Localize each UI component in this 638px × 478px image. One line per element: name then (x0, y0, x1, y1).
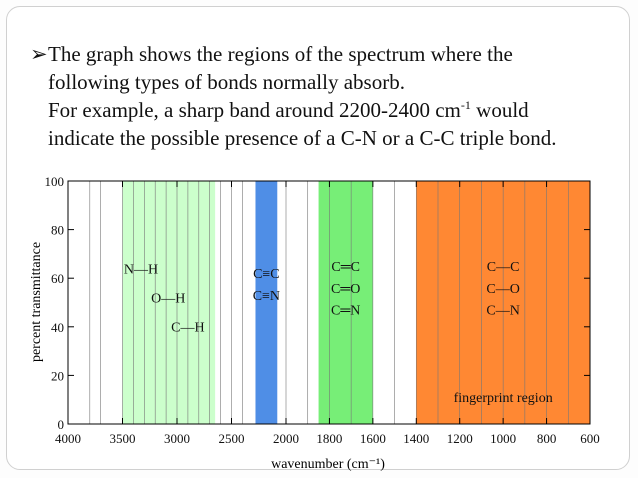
y-tick-label: 40 (51, 320, 64, 335)
y-tick-label: 80 (51, 223, 64, 238)
absorption-region-3 (318, 181, 373, 424)
x-tick-label: 1200 (447, 431, 473, 446)
bond-label: C═N (331, 304, 360, 319)
y-tick-label: 100 (45, 174, 65, 189)
x-tick-label: 3000 (164, 431, 190, 446)
y-axis-label: percent transmittance (29, 242, 44, 362)
bond-label: C═C (331, 260, 360, 275)
text-line-3-start: For example, a sharp band around 2200-24… (48, 98, 461, 122)
x-tick-label: 1000 (490, 431, 516, 446)
text-line-2: following types of bonds normally absorb… (48, 70, 405, 94)
x-tick-label: 600 (580, 431, 600, 446)
bond-label: C≡N (253, 289, 280, 304)
fingerprint-region-label: fingerprint region (454, 391, 553, 406)
bond-label: C—C (487, 260, 520, 275)
text-line-4: indicate the possible presence of a C-N … (48, 126, 557, 150)
x-tick-label: 1400 (403, 431, 429, 446)
bond-labels: N—H O—H C—H C≡C C≡N C═C C═O C═N C—C C—O C—N fingerp… (124, 260, 553, 406)
slide-text: ➢The graph shows the regions of the spec… (30, 40, 620, 152)
x-tick-label: 3500 (110, 431, 136, 446)
text-line-3-end: would (470, 98, 529, 122)
x-tick-label: 800 (537, 431, 557, 446)
x-tick-label: 2500 (219, 431, 245, 446)
text-line-1: The graph shows the regions of the spect… (48, 42, 513, 66)
x-axis-label: wavenumber (cm⁻¹) (271, 457, 385, 472)
grid-lines (89, 181, 569, 424)
y-tick-label: 60 (51, 271, 64, 286)
bond-label: N—H (124, 262, 158, 277)
bond-label: C—N (486, 304, 519, 319)
x-tick-label: 1800 (316, 431, 342, 446)
x-tick-label: 4000 (55, 431, 81, 446)
bond-label: C—H (171, 321, 204, 336)
y-tick-label: 0 (58, 417, 65, 432)
bond-label: O—H (151, 292, 185, 307)
bond-label: C═O (331, 282, 360, 297)
bullet-arrow-icon: ➢ (30, 42, 48, 66)
absorption-regions (122, 181, 590, 424)
bond-label: C—O (486, 282, 519, 297)
bond-label: C≡C (253, 267, 280, 282)
absorption-region-2 (255, 181, 278, 424)
text-line-3: For example, a sharp band around 2200-24… (30, 96, 620, 124)
x-tick-label: 2000 (273, 431, 299, 446)
text-line-3-superscript: -1 (460, 98, 471, 112)
absorption-region-1 (122, 181, 216, 424)
x-tick-labels: 4000 3500 3000 2500 2000 1800 1600 1400 1200 1000… (55, 431, 600, 446)
x-tick-label: 1600 (360, 431, 386, 446)
y-tick-label: 20 (51, 368, 64, 383)
bullet-line-1: ➢The graph shows the regions of the spec… (30, 40, 620, 68)
y-tick-labels: 0 20 40 60 80 100 (45, 174, 65, 432)
axis-ticks (67, 180, 591, 425)
